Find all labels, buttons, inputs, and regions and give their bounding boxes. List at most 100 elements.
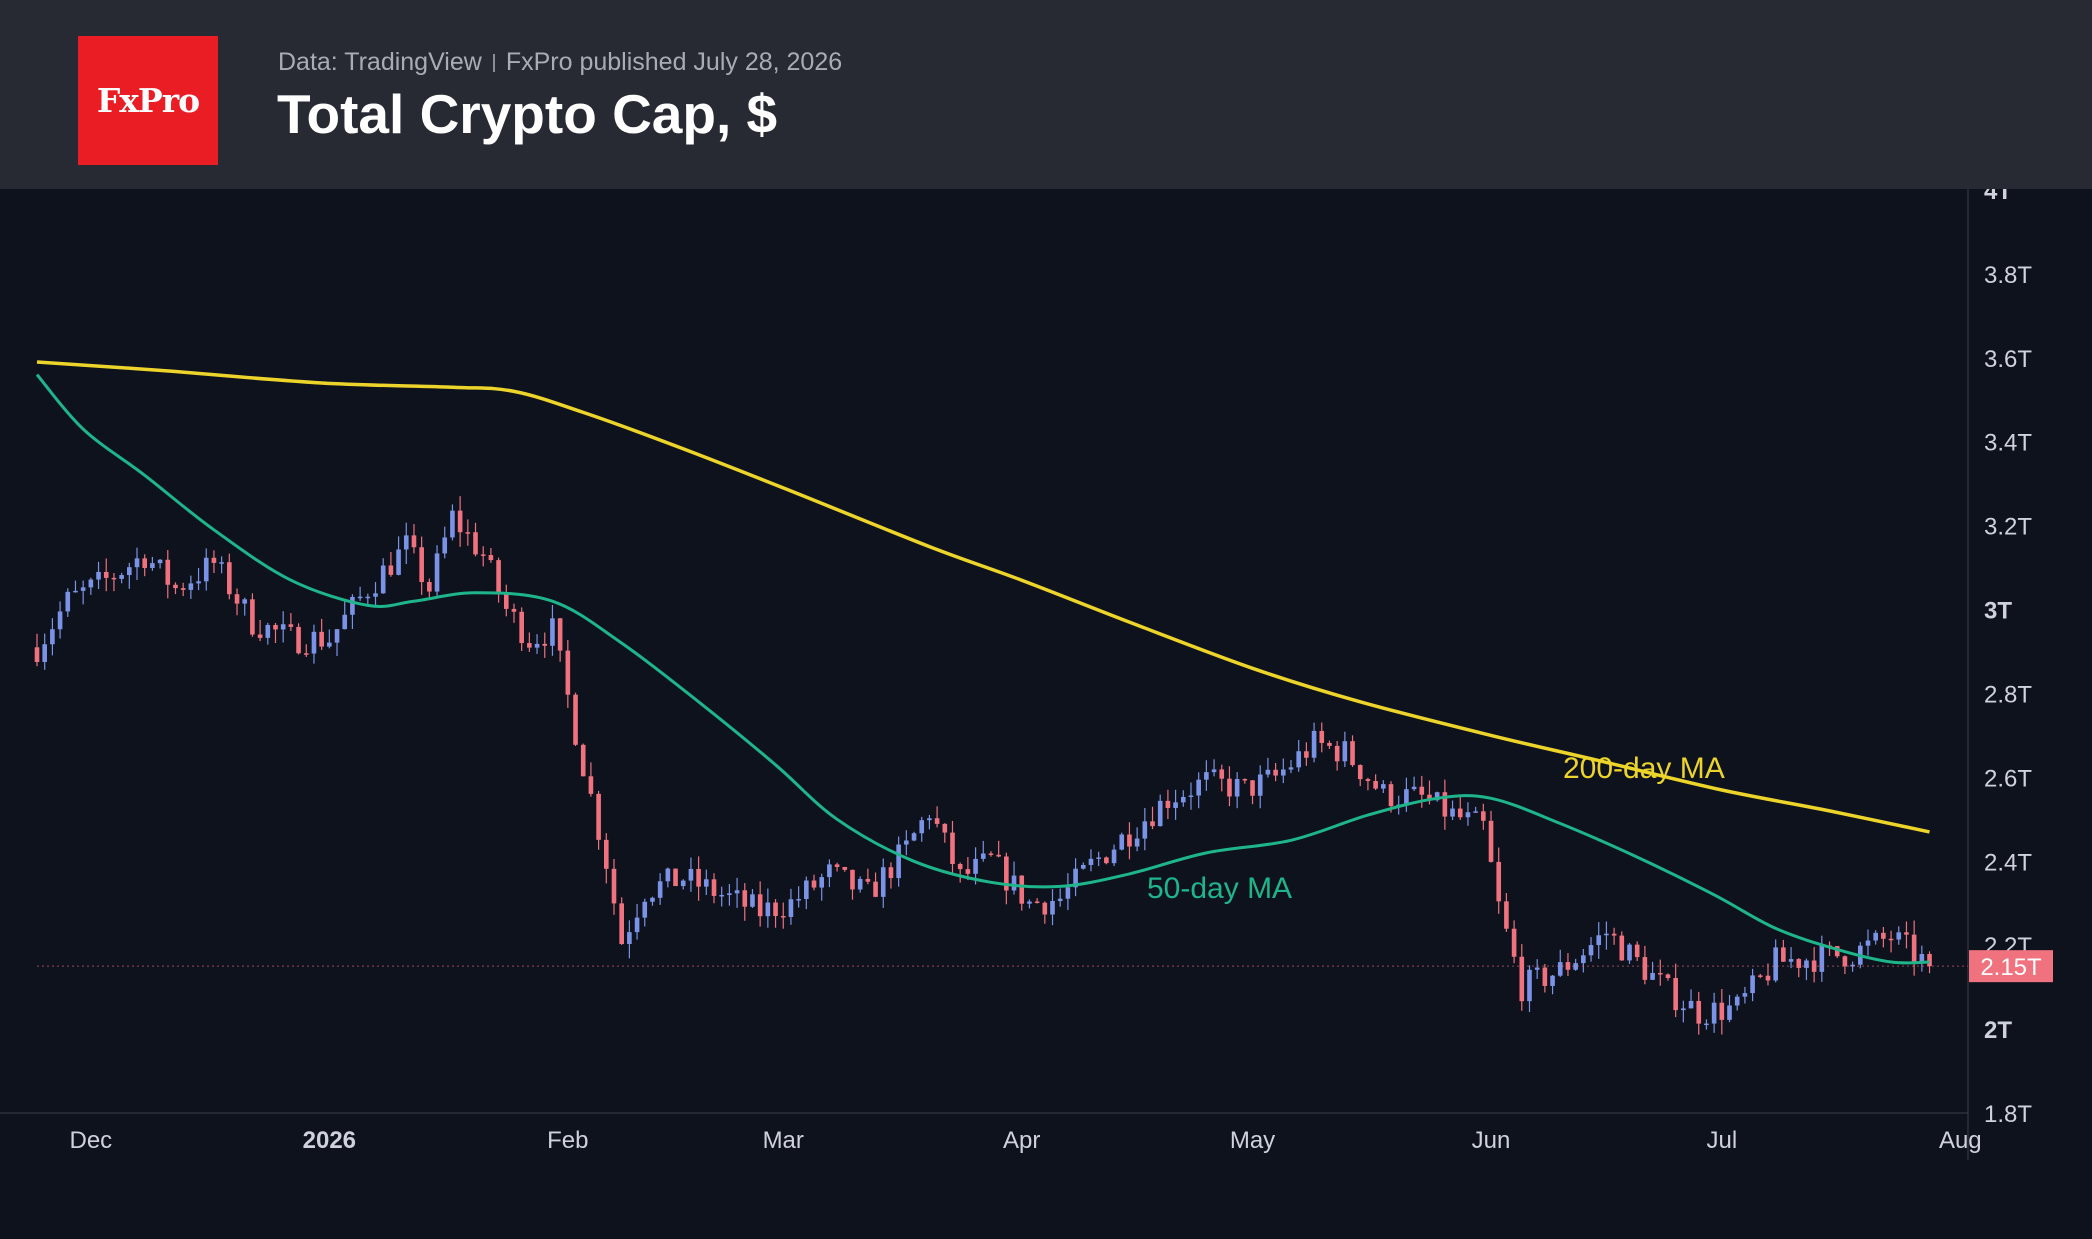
candle-body	[403, 535, 409, 550]
candle-body	[1619, 935, 1625, 961]
data-source: Data: TradingView	[278, 48, 482, 76]
candle-body	[1650, 972, 1655, 980]
candle-body	[473, 532, 478, 555]
candle-body	[1296, 751, 1301, 768]
candle-body	[1257, 774, 1263, 796]
candle-body	[1865, 940, 1871, 946]
candle-body	[1311, 730, 1317, 758]
candle-body	[1173, 802, 1178, 808]
candle-body	[496, 560, 501, 593]
candle-body	[942, 823, 948, 833]
candle-body	[696, 868, 701, 887]
candle-body	[134, 558, 140, 568]
candle-body	[1265, 769, 1271, 775]
candle-body	[1611, 933, 1617, 936]
candle-body	[1034, 901, 1040, 903]
candle-body	[1834, 946, 1840, 957]
candle-body	[1027, 901, 1032, 904]
candle-body	[50, 629, 55, 645]
candle-body	[1404, 789, 1409, 805]
candle-body	[650, 897, 655, 902]
candle-body	[1350, 741, 1355, 766]
candle-body	[380, 565, 386, 594]
candle-body	[196, 581, 201, 584]
x-tick-label: Jun	[1472, 1127, 1511, 1154]
candle-body	[680, 880, 686, 887]
candle-body	[165, 559, 171, 585]
logo-text: FxPro	[96, 81, 200, 120]
candle-body	[234, 594, 240, 604]
candle-body	[250, 599, 255, 635]
candle-body	[34, 647, 40, 662]
candle-body	[565, 650, 571, 695]
candle-body	[65, 591, 71, 612]
candle-body	[742, 890, 748, 907]
candle-body	[550, 618, 555, 646]
candle-body	[1773, 947, 1778, 981]
candle-body	[42, 644, 48, 662]
candle-body	[1919, 954, 1925, 963]
candle-body	[1704, 1023, 1709, 1026]
candle-body	[1642, 957, 1648, 980]
candle-body	[996, 854, 1001, 857]
candle-body	[627, 932, 632, 945]
candle-body	[227, 562, 232, 595]
candle-body	[934, 818, 940, 824]
candle-body	[1488, 820, 1494, 862]
candle-body	[704, 879, 709, 887]
candle-body	[1627, 944, 1632, 961]
last-price-tag	[1969, 950, 2053, 983]
candle-body	[1080, 864, 1086, 869]
ma200-line	[36, 360, 1930, 834]
candle-body	[811, 880, 817, 888]
candle-body	[888, 867, 894, 879]
candle-body	[342, 614, 348, 630]
candle-body	[273, 624, 278, 630]
candle-body	[511, 608, 517, 612]
candle-body	[1434, 792, 1440, 801]
candle-body	[973, 858, 978, 874]
candle-body	[857, 878, 863, 890]
candle-body	[1681, 1008, 1686, 1011]
candle-body	[1196, 779, 1201, 796]
publish-info: FxPro published July 28, 2026	[505, 48, 843, 76]
candle-body	[1304, 751, 1309, 758]
candle-body	[1357, 765, 1363, 780]
candle-body	[1804, 960, 1809, 968]
candle-body	[1280, 769, 1286, 776]
candle-body	[296, 626, 301, 654]
candle-body	[150, 563, 155, 568]
candle-body	[850, 869, 855, 890]
candle-body	[834, 864, 840, 867]
candle-body	[534, 643, 540, 648]
candle-body	[288, 624, 294, 627]
candle-body	[419, 547, 424, 582]
candle-body	[1481, 811, 1486, 821]
candle-body	[103, 571, 109, 578]
candle-body	[1781, 947, 1786, 962]
candle-body	[57, 611, 63, 630]
candle-body	[927, 818, 932, 821]
candle-body	[1511, 928, 1517, 957]
candle-body	[1811, 960, 1817, 972]
candle-body	[1242, 778, 1248, 781]
candle-body	[1250, 780, 1255, 796]
candle-body	[465, 532, 471, 534]
candle-body	[334, 629, 340, 643]
y-tick-label: 2.8T	[1984, 681, 2032, 708]
candle-body	[1142, 821, 1148, 839]
candle-body	[1588, 945, 1594, 956]
candle-body	[503, 592, 509, 609]
candle-body	[480, 554, 486, 556]
candle-body	[1365, 779, 1371, 782]
candle-body	[173, 584, 178, 589]
candle-body	[1150, 821, 1155, 827]
candle-body	[957, 864, 963, 870]
candle-body	[842, 866, 848, 870]
candle-body	[1711, 1002, 1717, 1024]
candle-body	[450, 510, 455, 538]
candle-body	[1419, 786, 1425, 795]
fxpro-logo: FxPro	[78, 36, 218, 165]
candle-body	[1327, 742, 1332, 746]
candle-body	[1842, 956, 1848, 967]
